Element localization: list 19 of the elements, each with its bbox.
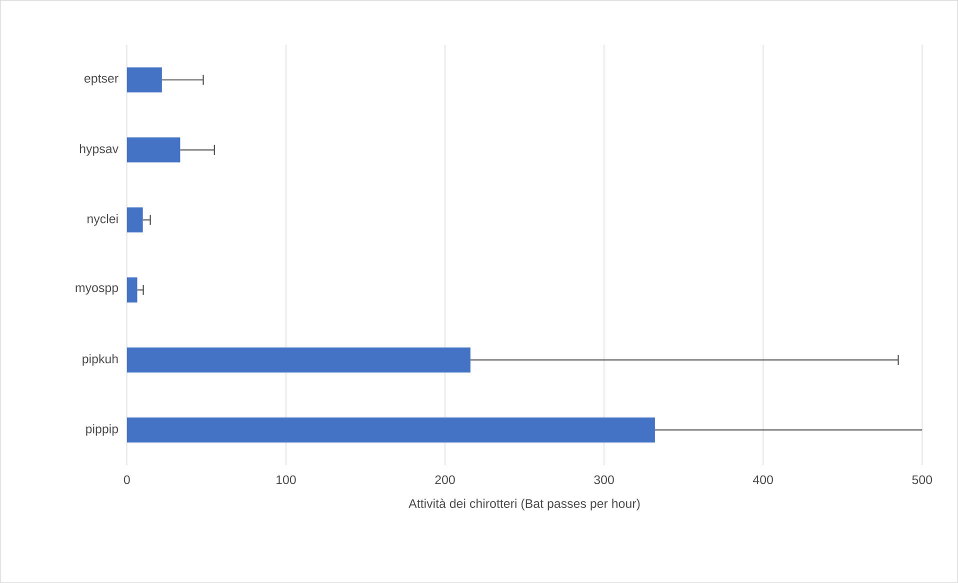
x-tick-label: 100 <box>276 475 296 484</box>
y-tick-label: eptser <box>84 74 118 86</box>
bar <box>126 207 143 232</box>
x-tick-label: 0 <box>124 475 130 484</box>
bar <box>126 67 162 92</box>
x-axis-title: Attività dei chirotteri (Bat passes per hour) <box>408 498 640 510</box>
bar <box>126 348 470 373</box>
y-tick-label: pippip <box>86 424 118 436</box>
x-tick-label: 500 <box>912 475 932 484</box>
x-tick-label: 200 <box>435 475 455 484</box>
x-tick-label: 400 <box>752 475 773 484</box>
bar <box>126 277 138 302</box>
bar <box>126 418 655 443</box>
y-tick-label: hypsav <box>80 144 119 156</box>
bar <box>126 137 180 162</box>
x-tick-label: 300 <box>594 475 614 484</box>
y-tick-label: myospp <box>76 285 118 295</box>
y-tick-label: pipkuh <box>82 354 118 366</box>
y-tick-label: nyclei <box>88 214 118 226</box>
